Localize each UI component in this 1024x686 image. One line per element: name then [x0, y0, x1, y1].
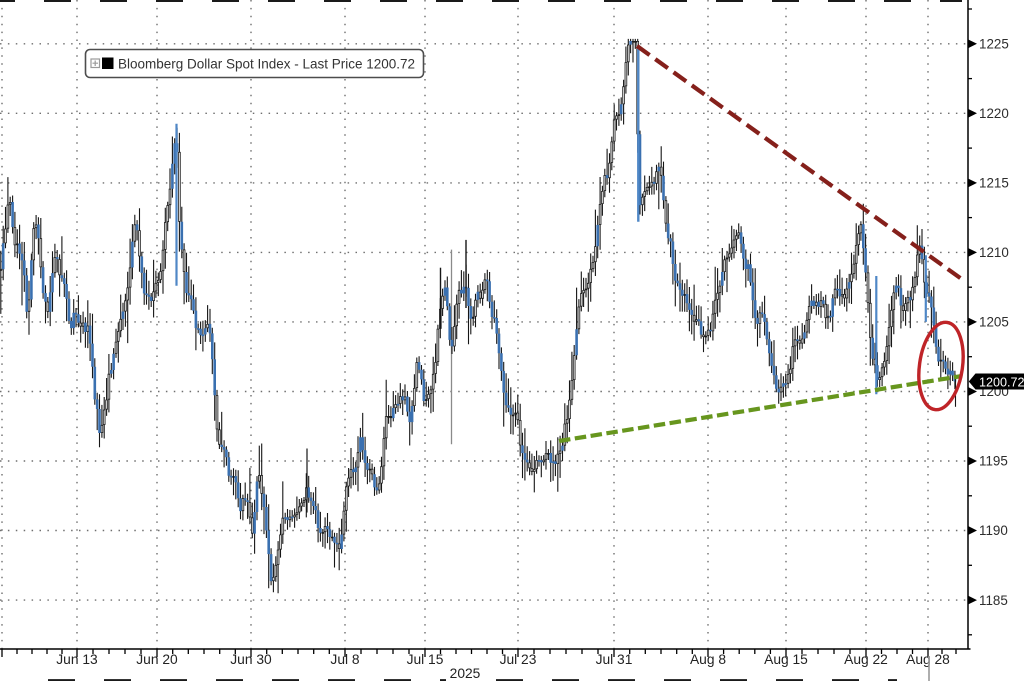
svg-text:1215: 1215	[979, 176, 1009, 191]
svg-text:Jun 20: Jun 20	[136, 652, 178, 667]
svg-text:Jul 15: Jul 15	[407, 652, 444, 667]
svg-text:Jun 30: Jun 30	[230, 652, 272, 667]
svg-text:2025: 2025	[450, 666, 481, 681]
svg-text:Jul 31: Jul 31	[596, 652, 633, 667]
svg-text:1220: 1220	[979, 106, 1009, 121]
svg-text:Jul 23: Jul 23	[500, 652, 537, 667]
svg-text:Aug 15: Aug 15	[764, 652, 808, 667]
svg-text:Aug 22: Aug 22	[844, 652, 888, 667]
svg-text:Aug 8: Aug 8	[690, 652, 726, 667]
svg-text:1205: 1205	[979, 315, 1009, 330]
svg-text:Jun 13: Jun 13	[56, 652, 98, 667]
svg-text:1225: 1225	[979, 37, 1009, 52]
svg-text:Bloomberg Dollar Spot Index -: Bloomberg Dollar Spot Index - Last Price…	[118, 56, 415, 71]
svg-text:1185: 1185	[979, 593, 1008, 608]
svg-text:Jul 8: Jul 8	[330, 652, 359, 667]
svg-text:1210: 1210	[979, 245, 1009, 260]
svg-text:1195: 1195	[979, 454, 1008, 469]
svg-text:Aug 28: Aug 28	[906, 652, 950, 667]
svg-text:1200.72: 1200.72	[979, 375, 1024, 389]
svg-text:1190: 1190	[979, 523, 1008, 538]
